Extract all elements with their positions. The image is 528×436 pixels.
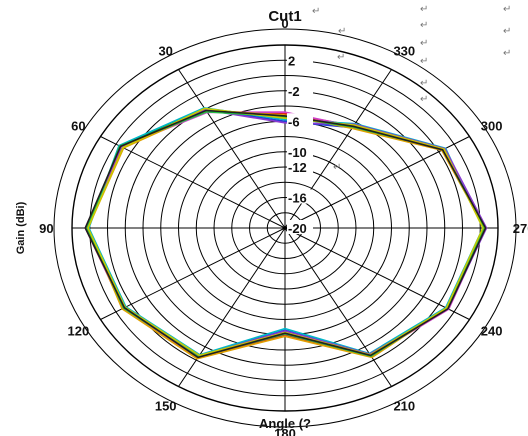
series-line-10 xyxy=(84,109,487,359)
stray-marks: ↵ ↵ ↵ ↵ ↵ ↵ ↵ ↵ ↵ ↵ ↵ ↵ ↵ xyxy=(312,4,511,173)
angle-tick-label: 150 xyxy=(155,399,177,414)
radial-tick-label: -2 xyxy=(288,84,300,99)
stray-mark: ↵ xyxy=(337,52,345,63)
angle-tick-label: 300 xyxy=(481,119,503,134)
stray-mark: ↵ xyxy=(420,4,428,15)
radial-label-bg xyxy=(287,52,313,67)
stray-mark: ↵ xyxy=(420,94,428,105)
stray-mark: ↵ xyxy=(503,4,511,15)
grid-spoke xyxy=(100,136,286,229)
angle-tick-label: 120 xyxy=(68,324,90,339)
x-axis-label: Angle (? xyxy=(259,416,311,431)
stray-mark: ↵ xyxy=(333,162,341,173)
radial-label-bg xyxy=(287,189,313,204)
radial-tick-label: -10 xyxy=(288,145,307,160)
radial-tick-label: 2 xyxy=(288,53,295,68)
radial-tick-label: -20 xyxy=(288,221,307,236)
series-line-5 xyxy=(88,106,484,356)
stray-mark: ↵ xyxy=(420,38,428,49)
angle-tick-label: 30 xyxy=(158,44,172,59)
stray-mark: ↵ xyxy=(420,78,428,89)
label-group: 03060901201501802102402703003302-2-6-10-… xyxy=(39,16,528,436)
outer-ring xyxy=(53,28,517,428)
chart-title: Cut1 xyxy=(268,8,301,25)
radial-label-bg xyxy=(287,113,313,128)
grid-spoke xyxy=(284,227,470,320)
radial-tick-label: -12 xyxy=(288,160,307,175)
angle-tick-label: 60 xyxy=(71,119,85,134)
angle-tick-label: 90 xyxy=(39,221,53,236)
angle-tick-label: 210 xyxy=(393,399,415,414)
stray-mark: ↵ xyxy=(312,6,320,17)
angle-tick-label: 330 xyxy=(393,44,415,59)
grid-spoke xyxy=(284,136,470,229)
stray-mark: ↵ xyxy=(503,26,511,37)
grid-spoke xyxy=(284,227,392,387)
radial-tick-label: -6 xyxy=(288,114,300,129)
polar-grid xyxy=(53,28,517,428)
y-axis-label: Gain (dBi) xyxy=(15,201,27,254)
radial-label-bg xyxy=(287,82,313,97)
grid-spoke xyxy=(178,69,286,229)
angle-tick-label: 180 xyxy=(274,426,296,436)
stray-mark: ↵ xyxy=(503,48,511,59)
grid-spoke xyxy=(178,227,286,387)
radial-label-bg xyxy=(287,143,313,158)
radial-tick-label: -16 xyxy=(288,191,307,206)
radial-label-bg xyxy=(287,159,313,173)
radial-label-bg xyxy=(287,220,313,234)
stray-mark: ↵ xyxy=(338,26,346,37)
stray-mark: ↵ xyxy=(420,56,428,67)
angle-tick-label: 240 xyxy=(481,324,503,339)
angle-tick-label: 270 xyxy=(513,221,528,236)
angle-tick-label: 0 xyxy=(281,16,288,31)
grid-spoke xyxy=(100,227,286,320)
stray-mark: ↵ xyxy=(420,20,428,31)
series-group xyxy=(84,106,488,360)
